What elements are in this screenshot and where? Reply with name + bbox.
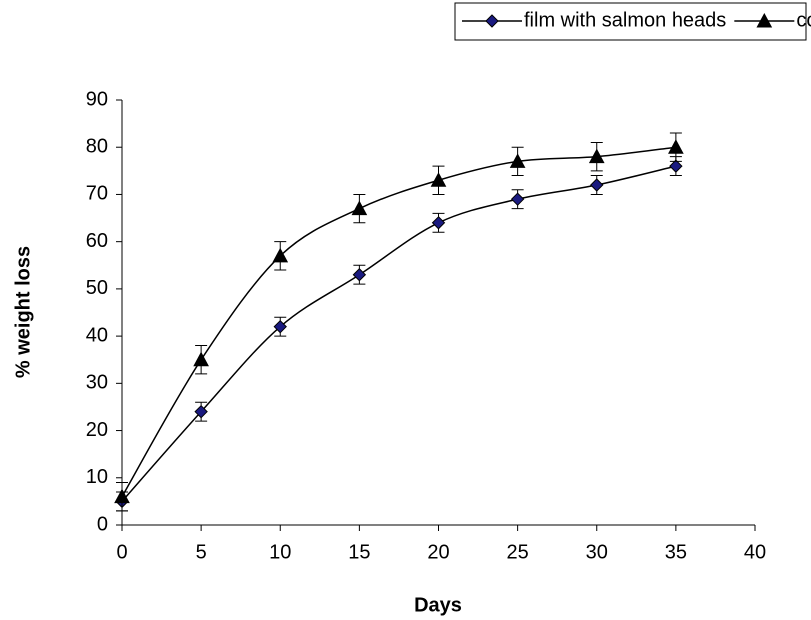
x-tick-label: 20	[427, 541, 449, 563]
y-tick-label: 80	[86, 136, 108, 158]
diamond-marker	[431, 216, 446, 230]
x-tick-label: 5	[196, 541, 207, 563]
diamond-marker	[510, 192, 525, 206]
triangle-marker	[351, 200, 368, 216]
y-tick-label: 90	[86, 88, 108, 110]
legend-label: control without fish byproduct	[796, 9, 811, 31]
y-tick-label: 60	[86, 230, 108, 252]
diamond-marker	[485, 14, 499, 28]
x-tick-label: 15	[348, 541, 370, 563]
triangle-marker	[509, 153, 526, 168]
series-line	[121, 165, 677, 502]
x-tick-label: 25	[507, 541, 529, 563]
x-tick-label: 40	[744, 541, 766, 563]
triangle-marker	[193, 351, 209, 367]
x-tick-label: 0	[116, 541, 127, 563]
x-axis-title: Days	[414, 594, 462, 616]
y-tick-label: 40	[86, 324, 108, 346]
diamond-marker	[590, 178, 604, 192]
x-tick-label: 10	[269, 541, 291, 563]
legend-label: film with salmon heads	[524, 9, 726, 31]
triangle-marker	[430, 172, 447, 187]
diamond-marker	[273, 319, 287, 334]
triangle-marker	[668, 139, 684, 154]
triangle-marker	[588, 148, 605, 164]
y-tick-label: 70	[86, 183, 108, 205]
triangle-marker	[756, 12, 773, 28]
x-tick-label: 30	[586, 541, 608, 563]
series-line	[121, 146, 676, 498]
y-tick-label: 30	[86, 372, 108, 394]
y-tick-label: 50	[86, 277, 108, 299]
diamond-marker	[669, 159, 683, 173]
diamond-marker	[194, 404, 208, 419]
y-tick-label: 0	[97, 513, 108, 535]
y-tick-label: 10	[86, 466, 108, 488]
triangle-marker	[272, 247, 289, 263]
x-tick-label: 35	[665, 541, 687, 563]
y-axis-title: % weight loss	[12, 246, 34, 378]
y-tick-label: 20	[86, 419, 108, 441]
triangle-marker	[114, 488, 130, 504]
diamond-marker	[352, 268, 367, 282]
